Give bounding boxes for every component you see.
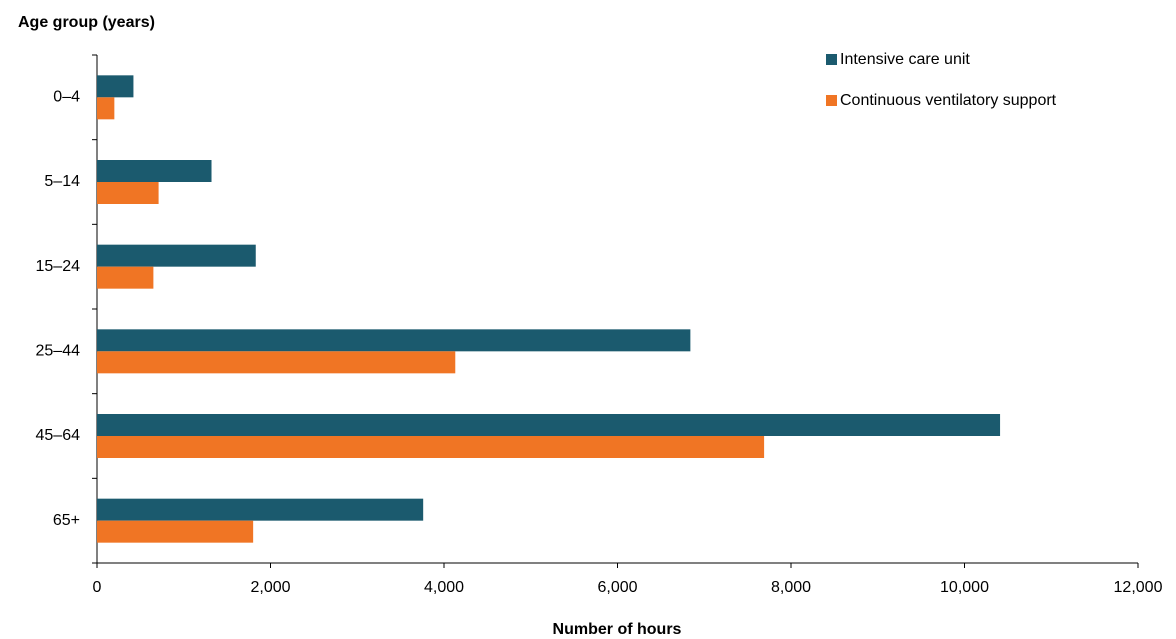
x-tick-label: 0 xyxy=(93,579,102,596)
legend-swatch xyxy=(826,95,837,106)
bar xyxy=(97,160,212,182)
bar xyxy=(97,244,256,267)
y-tick-label: 5–14 xyxy=(44,173,80,190)
y-tick-label: 0–4 xyxy=(53,89,80,106)
bar xyxy=(97,75,134,98)
y-tick-label: 15–24 xyxy=(36,258,81,275)
bar xyxy=(97,182,159,204)
bar xyxy=(97,436,765,458)
x-tick-label: 8,000 xyxy=(771,579,811,596)
bar xyxy=(97,97,115,120)
x-tick-label: 2,000 xyxy=(250,579,290,596)
x-tick-label: 12,000 xyxy=(1114,579,1163,596)
y-tick-label: 65+ xyxy=(53,512,80,529)
legend-label: Continuous ventilatory support xyxy=(840,92,1057,109)
bar xyxy=(97,520,254,543)
y-tick-label: 25–44 xyxy=(36,343,81,360)
bar xyxy=(97,414,1001,436)
x-tick-label: 10,000 xyxy=(940,579,989,596)
x-axis-title: Number of hours xyxy=(553,621,682,638)
legend-swatch xyxy=(826,54,837,65)
legend-label: Intensive care unit xyxy=(840,51,970,68)
y-axis-title: Age group (years) xyxy=(18,14,155,31)
bar xyxy=(97,351,456,374)
x-tick-label: 4,000 xyxy=(424,579,464,596)
y-tick-label: 45–64 xyxy=(36,427,81,444)
x-tick-label: 6,000 xyxy=(597,579,637,596)
bar xyxy=(97,266,154,289)
bar xyxy=(97,329,691,352)
bar xyxy=(97,498,424,521)
